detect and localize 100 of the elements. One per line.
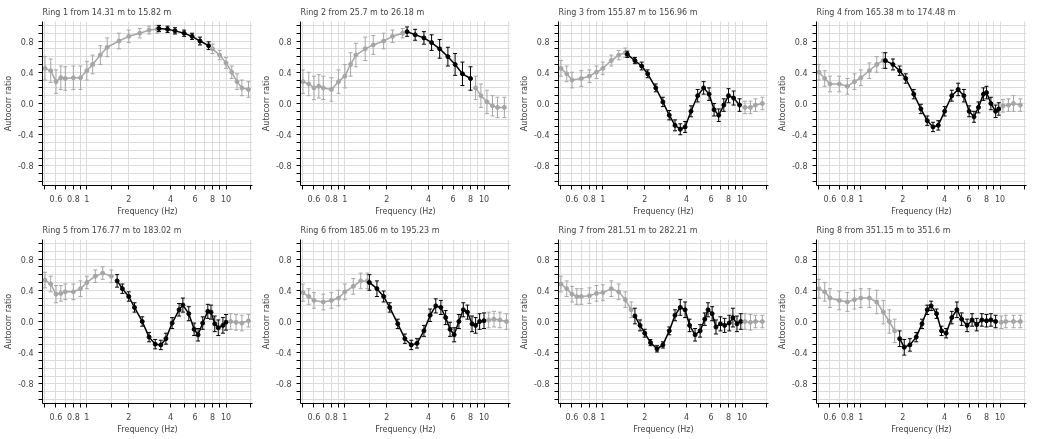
x-tick-label: 0.6 <box>565 194 579 204</box>
y-tick-label: 0.0 <box>794 318 808 327</box>
x-tick-label: 0.6 <box>49 412 63 422</box>
x-tick-label: 1 <box>600 194 606 204</box>
y-tick-label: 0.4 <box>794 286 808 296</box>
y-axis-title: Autocorr ratio <box>261 75 271 132</box>
x-tick-label: 4 <box>426 412 432 422</box>
x-tick-label: 6 <box>192 194 198 204</box>
y-tick-label: 0.8 <box>20 255 34 265</box>
x-tick-label: 2 <box>384 412 390 422</box>
x-tick-label: 6 <box>450 412 456 422</box>
y-axis-title: Autocorr ratio <box>777 293 787 350</box>
x-tick-label: 0.8 <box>67 194 80 204</box>
y-tick-label: -0.4 <box>533 349 550 359</box>
x-tick-label: 6 <box>708 412 714 422</box>
y-tick-label: 0.4 <box>20 68 34 78</box>
chart-title: Ring 5 from 176.77 m to 183.02 m <box>42 225 182 235</box>
y-axis-title: Autocorr ratio <box>519 75 529 132</box>
x-tick-label: 10 <box>220 194 232 204</box>
x-tick-label: 10 <box>994 412 1006 422</box>
x-tick-label: 1 <box>84 194 90 204</box>
y-axis-title: Autocorr ratio <box>3 293 13 350</box>
x-tick-label: 1 <box>600 412 606 422</box>
y-tick-label: 0.4 <box>794 68 808 78</box>
x-tick-label: 8 <box>467 194 474 204</box>
x-tick-label: 8 <box>725 412 732 422</box>
x-tick-label: 2 <box>126 194 132 204</box>
x-tick-label: 0.8 <box>841 412 854 422</box>
y-tick-label: -0.8 <box>533 380 550 390</box>
x-axis-title: Frequency (Hz) <box>633 206 694 216</box>
y-tick-label: 0.8 <box>278 255 292 265</box>
y-tick-label: -0.8 <box>17 162 34 172</box>
y-tick-label: 0.0 <box>794 100 808 109</box>
x-tick-label: 1 <box>342 412 348 422</box>
x-tick-label: 4 <box>942 194 948 204</box>
x-tick-label: 2 <box>126 412 132 422</box>
x-tick-label: 0.6 <box>307 194 321 204</box>
y-tick-label: -0.4 <box>791 131 808 141</box>
y-tick-label: 0.0 <box>278 100 292 109</box>
x-tick-label: 10 <box>220 412 232 422</box>
x-axis-title: Frequency (Hz) <box>117 424 178 434</box>
x-tick-label: 2 <box>642 412 648 422</box>
x-tick-label: 8 <box>209 194 216 204</box>
y-axis-title: Autocorr ratio <box>261 293 271 350</box>
y-tick-label: -0.4 <box>275 349 292 359</box>
y-tick-label: -0.8 <box>17 380 34 390</box>
x-tick-label: 8 <box>983 194 990 204</box>
y-axis-title: Autocorr ratio <box>519 293 529 350</box>
chart-title: Ring 2 from 25.7 m to 26.18 m <box>300 7 425 17</box>
y-tick-label: 0.8 <box>536 255 550 265</box>
x-tick-label: 4 <box>168 412 174 422</box>
x-tick-label: 0.8 <box>325 412 338 422</box>
x-axis-title: Frequency (Hz) <box>117 206 178 216</box>
y-tick-label: 0.8 <box>794 37 808 47</box>
x-tick-label: 4 <box>426 194 432 204</box>
y-tick-label: 0.4 <box>20 286 34 296</box>
x-tick-label: 0.8 <box>67 412 80 422</box>
x-tick-label: 1 <box>858 412 864 422</box>
x-tick-label: 2 <box>384 194 390 204</box>
x-tick-label: 0.6 <box>49 194 63 204</box>
chart-title: Ring 7 from 281.51 m to 282.21 m <box>558 225 698 235</box>
chart-title: Ring 6 from 185.06 m to 195.23 m <box>300 225 440 235</box>
x-tick-label: 1 <box>342 194 348 204</box>
x-tick-label: 10 <box>478 412 490 422</box>
x-axis-title: Frequency (Hz) <box>891 424 952 434</box>
y-tick-label: 0.8 <box>794 255 808 265</box>
y-tick-label: 0.8 <box>20 37 34 47</box>
x-axis-title: Frequency (Hz) <box>891 206 952 216</box>
y-tick-label: 0.4 <box>278 68 292 78</box>
x-tick-label: 8 <box>209 412 216 422</box>
x-tick-label: 0.6 <box>307 412 321 422</box>
x-tick-label: 6 <box>450 194 456 204</box>
y-tick-label: 0.0 <box>20 100 34 109</box>
x-tick-label: 0.8 <box>325 194 338 204</box>
x-tick-label: 6 <box>966 194 972 204</box>
x-tick-label: 10 <box>736 412 748 422</box>
y-tick-label: -0.4 <box>17 349 34 359</box>
x-tick-label: 8 <box>467 412 474 422</box>
chart-title: Ring 4 from 165.38 m to 174.48 m <box>816 7 956 17</box>
x-tick-label: 2 <box>900 194 906 204</box>
x-tick-label: 4 <box>684 412 690 422</box>
x-tick-label: 4 <box>684 194 690 204</box>
x-tick-label: 2 <box>900 412 906 422</box>
x-tick-label: 8 <box>725 194 732 204</box>
x-tick-label: 2 <box>642 194 648 204</box>
x-tick-label: 0.6 <box>823 412 837 422</box>
x-tick-label: 10 <box>736 194 748 204</box>
x-tick-label: 10 <box>994 194 1006 204</box>
x-tick-label: 6 <box>192 412 198 422</box>
x-tick-label: 4 <box>942 412 948 422</box>
y-tick-label: -0.8 <box>533 162 550 172</box>
chart-title: Ring 8 from 351.15 m to 351.6 m <box>816 225 951 235</box>
x-axis-title: Frequency (Hz) <box>633 424 694 434</box>
x-tick-label: 0.8 <box>841 194 854 204</box>
y-tick-label: -0.4 <box>17 131 34 141</box>
x-tick-label: 1 <box>84 412 90 422</box>
y-tick-label: 0.4 <box>536 286 550 296</box>
x-tick-label: 4 <box>168 194 174 204</box>
chart-title: Ring 3 from 155.87 m to 156.96 m <box>558 7 698 17</box>
y-tick-label: 0.8 <box>278 37 292 47</box>
